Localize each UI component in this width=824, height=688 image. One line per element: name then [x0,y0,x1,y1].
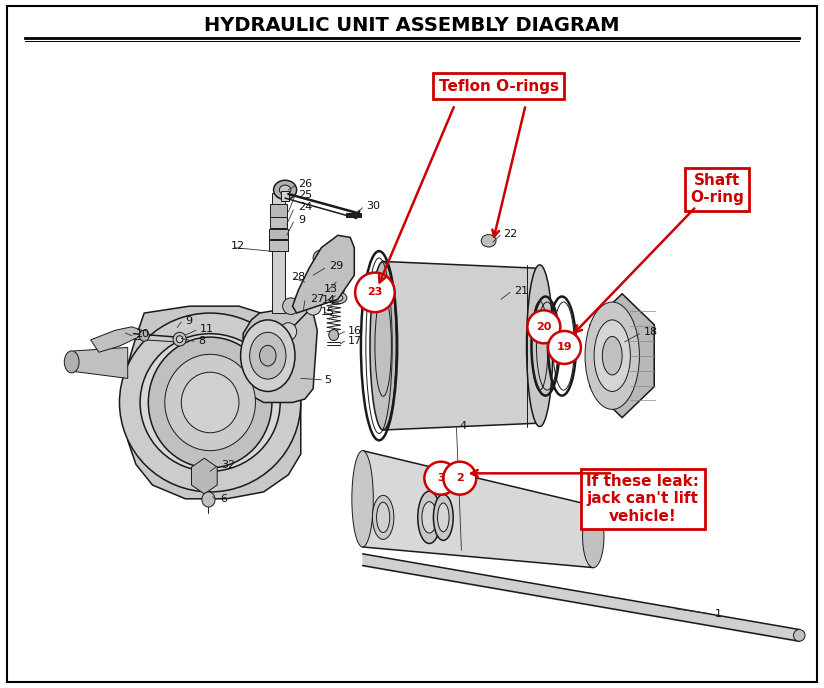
Text: 15: 15 [321,307,335,316]
Ellipse shape [177,369,243,436]
Polygon shape [590,294,654,418]
Ellipse shape [260,345,276,366]
Ellipse shape [202,492,215,507]
Text: 25: 25 [298,191,312,200]
Polygon shape [363,451,593,568]
Ellipse shape [585,302,639,409]
Text: 16: 16 [348,326,362,336]
Ellipse shape [176,336,183,343]
Ellipse shape [279,185,291,195]
Text: 1: 1 [715,610,722,619]
Bar [281,191,289,201]
Ellipse shape [443,462,476,495]
Ellipse shape [329,330,339,341]
Text: 3: 3 [437,473,445,483]
Ellipse shape [794,630,805,641]
Text: Shaft
O-ring: Shaft O-ring [690,173,744,206]
Ellipse shape [330,286,344,294]
Ellipse shape [433,495,453,540]
Text: 28: 28 [291,272,305,282]
Polygon shape [91,327,142,352]
Ellipse shape [119,313,301,492]
Ellipse shape [481,235,496,247]
Text: 2: 2 [456,473,464,483]
Text: 9: 9 [185,316,193,325]
Text: If these leak:
jack can't lift
vehicle!: If these leak: jack can't lift vehicle! [586,474,700,524]
Ellipse shape [139,330,149,341]
Text: HYDRAULIC UNIT ASSEMBLY DIAGRAM: HYDRAULIC UNIT ASSEMBLY DIAGRAM [204,16,620,35]
Ellipse shape [424,462,457,495]
Bar [272,193,285,313]
Bar [332,274,342,290]
Text: 27: 27 [310,294,324,304]
Ellipse shape [327,292,347,304]
Ellipse shape [241,320,295,391]
Text: 5: 5 [325,376,331,385]
Text: Teflon O-rings: Teflon O-rings [438,78,559,94]
Polygon shape [293,235,354,313]
Text: 4: 4 [460,421,467,431]
Ellipse shape [355,272,395,312]
Bar [270,204,287,217]
Text: 22: 22 [503,229,517,239]
Ellipse shape [418,491,441,544]
Ellipse shape [352,451,373,547]
Ellipse shape [313,250,330,266]
Ellipse shape [305,297,321,315]
Text: 23: 23 [368,288,382,297]
Text: 24: 24 [298,202,312,212]
Polygon shape [383,261,540,430]
Ellipse shape [377,502,390,533]
Ellipse shape [422,502,437,533]
Ellipse shape [548,331,581,364]
Ellipse shape [370,261,396,430]
Polygon shape [70,347,128,378]
Text: 32: 32 [221,460,235,470]
Bar [346,213,361,217]
Ellipse shape [64,351,79,373]
Text: 14: 14 [322,295,336,305]
Ellipse shape [527,310,560,343]
Polygon shape [191,458,218,494]
Ellipse shape [280,323,297,341]
Text: 6: 6 [220,494,227,504]
Bar [270,217,287,228]
Ellipse shape [594,320,630,391]
Ellipse shape [438,503,449,532]
Ellipse shape [602,336,622,375]
Ellipse shape [140,334,280,471]
Text: 18: 18 [644,327,658,337]
Ellipse shape [148,337,272,468]
Text: 11: 11 [200,324,214,334]
Text: 26: 26 [298,179,312,189]
Text: 29: 29 [330,261,344,271]
Ellipse shape [274,180,297,200]
Ellipse shape [194,386,227,419]
Text: 20: 20 [536,322,551,332]
Text: 13: 13 [324,284,338,294]
Ellipse shape [250,332,286,379]
Text: 19: 19 [557,343,572,352]
Text: 12: 12 [231,241,245,250]
Text: 10: 10 [136,330,150,339]
Ellipse shape [173,332,186,346]
Ellipse shape [157,349,264,456]
Polygon shape [128,306,301,499]
Ellipse shape [165,354,255,451]
Text: 9: 9 [298,215,306,225]
Text: 8: 8 [198,336,205,345]
Text: 17: 17 [348,336,362,345]
Ellipse shape [372,495,394,539]
Bar [269,229,288,239]
Ellipse shape [331,294,343,301]
Ellipse shape [583,506,604,568]
Ellipse shape [527,265,553,427]
Polygon shape [243,306,317,402]
Bar [269,240,288,251]
Ellipse shape [283,298,299,314]
Ellipse shape [181,372,239,433]
Text: 21: 21 [514,286,528,296]
Text: 30: 30 [367,202,381,211]
